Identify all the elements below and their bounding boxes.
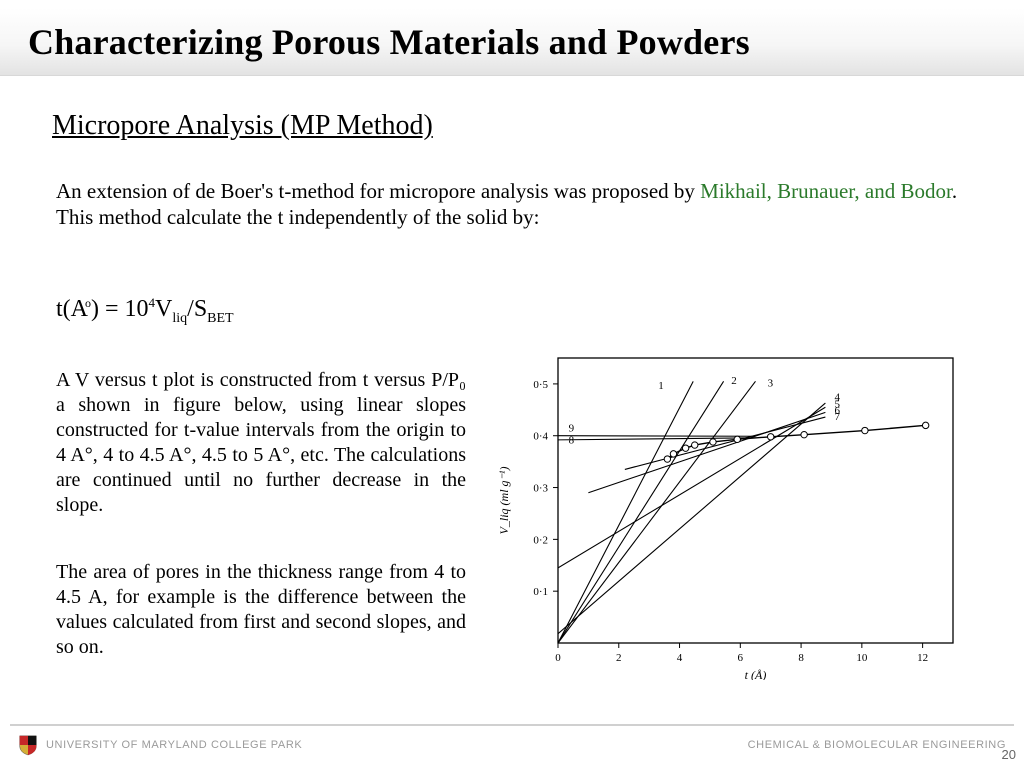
author-names: Mikhail, Brunauer, and Bodor: [700, 179, 952, 203]
eq-left: t(A: [56, 296, 88, 322]
footer-divider: [10, 724, 1014, 726]
svg-text:0·1: 0·1: [533, 586, 548, 598]
svg-text:0·2: 0·2: [533, 534, 548, 546]
para1-text-b: .: [952, 179, 957, 203]
paragraph-2: A V versus t plot is constructed from t …: [56, 368, 466, 518]
svg-text:6: 6: [738, 652, 744, 664]
svg-text:0·3: 0·3: [533, 483, 548, 495]
eq-bet: BET: [207, 311, 233, 326]
svg-text:0·5: 0·5: [533, 379, 548, 391]
svg-text:12: 12: [917, 652, 928, 664]
eq-over: /S: [187, 296, 207, 322]
paragraph-1: An extension of de Boer's t-method for m…: [56, 178, 966, 231]
para1-text-a: An extension of de Boer's t-method for m…: [56, 179, 700, 203]
eq-liq: liq: [172, 311, 187, 326]
svg-text:4: 4: [677, 652, 683, 664]
slide: Characterizing Porous Materials and Powd…: [0, 0, 1024, 768]
title-band: Characterizing Porous Materials and Powd…: [0, 8, 1024, 76]
slide-title: Characterizing Porous Materials and Powd…: [28, 21, 750, 63]
eq-close: ) = 10: [91, 296, 149, 322]
svg-text:2: 2: [731, 375, 737, 387]
para1-text-c: This method calculate the t independentl…: [56, 205, 539, 229]
eq-V: V: [155, 296, 172, 322]
chart-svg: 0246810120·10·20·30·40·5t (Å)V_liq (ml g…: [488, 350, 988, 680]
svg-text:8: 8: [569, 435, 575, 447]
paragraph-3: The area of pores in the thickness range…: [56, 560, 466, 660]
svg-text:7: 7: [835, 411, 841, 423]
section-subtitle: Micropore Analysis (MP Method): [52, 110, 433, 142]
svg-text:V_liq (ml g⁻¹): V_liq (ml g⁻¹): [497, 467, 511, 535]
mp-method-chart: 0246810120·10·20·30·40·5t (Å)V_liq (ml g…: [488, 350, 988, 680]
footer-left-text: UNIVERSITY OF MARYLAND COLLEGE PARK: [46, 739, 302, 751]
umd-shield-icon: [18, 734, 38, 756]
svg-text:9: 9: [569, 423, 575, 435]
footer-right-text: CHEMICAL & BIOMOLECULAR ENGINEERING: [748, 739, 1006, 751]
svg-text:2: 2: [616, 652, 622, 664]
footer-left: UNIVERSITY OF MARYLAND COLLEGE PARK: [18, 734, 302, 756]
page-number: 20: [1002, 747, 1016, 762]
svg-text:0·4: 0·4: [533, 431, 548, 443]
svg-text:t (Å): t (Å): [745, 668, 767, 680]
svg-text:8: 8: [798, 652, 804, 664]
footer: UNIVERSITY OF MARYLAND COLLEGE PARK CHEM…: [18, 732, 1006, 758]
equation: t(Ao) = 104Vliq/SBET: [56, 295, 234, 327]
svg-text:1: 1: [658, 380, 664, 392]
svg-text:0: 0: [555, 652, 561, 664]
svg-text:3: 3: [768, 378, 774, 390]
svg-text:10: 10: [856, 652, 868, 664]
